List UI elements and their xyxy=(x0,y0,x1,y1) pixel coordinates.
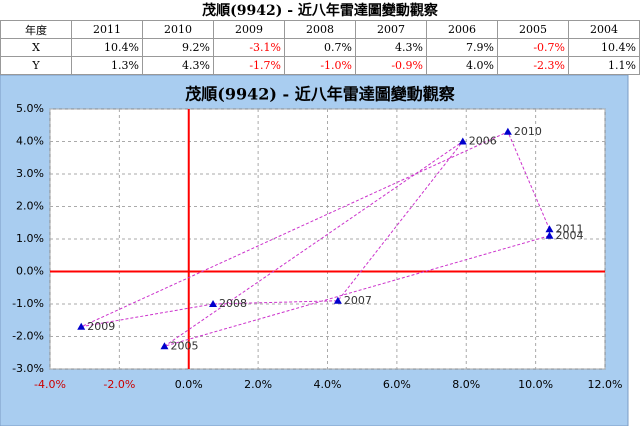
table-cell: 4.0% xyxy=(426,56,498,75)
chart-title: 茂順(9942) - 近八年雷達圖變動觀察 xyxy=(185,85,455,104)
table-cell: 0.7% xyxy=(284,38,356,57)
point-label: 2005 xyxy=(170,339,198,352)
data-table: 茂順(9942) - 近八年雷達圖變動觀察 年度 2011 2010 2009 2008 2… xyxy=(0,0,640,75)
table-cell: 茂順(9942) - 近八年雷達圖變動觀察 xyxy=(202,3,438,19)
x-tick-label: -2.0% xyxy=(103,378,135,391)
point xyxy=(545,225,554,233)
table-cell: 10.4% xyxy=(568,38,640,57)
x-tick-label: -4.0% xyxy=(34,378,66,391)
table-cell: 2005 xyxy=(497,20,569,39)
point xyxy=(333,296,342,304)
point-label: 2004 xyxy=(556,229,584,242)
table-row: 年度 2011 2010 2009 2008 2007 2006 2005 2004 xyxy=(0,20,640,39)
point xyxy=(77,322,86,330)
table-cell: 2006 xyxy=(426,20,498,39)
table-cell: -2.3% xyxy=(497,56,569,75)
x-tick-label: 12.0% xyxy=(588,378,623,391)
y-tick-label: 3.0% xyxy=(16,167,44,180)
y-tick-label: 1.0% xyxy=(16,232,44,245)
point-label: 2010 xyxy=(514,125,542,138)
table-cell: -1.0% xyxy=(284,56,356,75)
point-label: 2011 xyxy=(556,222,584,235)
table-cell: 2011 xyxy=(71,20,143,39)
point xyxy=(503,127,512,135)
x-tick-label: 0.0% xyxy=(175,378,203,391)
x-tick-label: 8.0% xyxy=(452,378,480,391)
point-label: 2008 xyxy=(219,297,247,310)
table-cell: -3.1% xyxy=(213,38,285,57)
y-tick-label: -2.0% xyxy=(12,330,44,343)
table-row: 茂順(9942) - 近八年雷達圖變動觀察 xyxy=(1,0,640,21)
table-cell: 4.3% xyxy=(355,38,427,57)
table-cell: 1.1% xyxy=(568,56,640,75)
table-cell: 2010 xyxy=(142,20,214,39)
point-label: 2009 xyxy=(87,320,115,333)
table-cell: 7.9% xyxy=(426,38,498,57)
table-cell: Y xyxy=(0,56,72,75)
table-cell: -1.7% xyxy=(213,56,285,75)
table-cell: 10.4% xyxy=(71,38,143,57)
chart: 茂順(9942) - 近八年雷達圖變動觀察 -3.0% -2.0% -1.0% 0.0… xyxy=(0,75,629,426)
table-cell: 年度 xyxy=(0,20,72,39)
table-cell: X xyxy=(0,38,72,57)
point-label: 2006 xyxy=(469,135,497,148)
table-row: X 10.4% 9.2% -3.1% 0.7% 4.3% 7.9% -0.7% 10.4% xyxy=(0,38,640,57)
table-cell: 1.3% xyxy=(71,56,143,75)
table-cell: -0.7% xyxy=(497,38,569,57)
connector-line xyxy=(81,131,550,347)
point xyxy=(209,300,218,307)
y-tick-label: 0.0% xyxy=(16,265,44,278)
x-tick-label: 10.0% xyxy=(518,378,553,391)
y-tick-label: 5.0% xyxy=(16,102,44,115)
point xyxy=(458,137,467,145)
table-cell: 9.2% xyxy=(142,38,214,57)
table-row: Y 1.3% 4.3% -1.7% -1.0% -0.9% 4.0% -2.3% 1.1% xyxy=(0,56,640,75)
point xyxy=(160,342,169,350)
y-tick-label: 2.0% xyxy=(16,200,44,213)
point xyxy=(545,231,554,239)
table-cell: -0.9% xyxy=(355,56,427,75)
point-label: 2007 xyxy=(344,294,372,307)
table-cell: 4.3% xyxy=(142,56,214,75)
table-cell: 2008 xyxy=(284,20,356,39)
y-tick-label: -3.0% xyxy=(12,362,44,375)
x-tick-label: 4.0% xyxy=(314,378,342,391)
x-tick-label: 2.0% xyxy=(244,378,272,391)
table-cell: 2007 xyxy=(355,20,427,39)
x-tick-label: 6.0% xyxy=(383,378,411,391)
table-cell: 2004 xyxy=(568,20,640,39)
y-tick-label: -1.0% xyxy=(12,297,44,310)
y-tick-label: 4.0% xyxy=(16,135,44,148)
table-cell: 2009 xyxy=(213,20,285,39)
